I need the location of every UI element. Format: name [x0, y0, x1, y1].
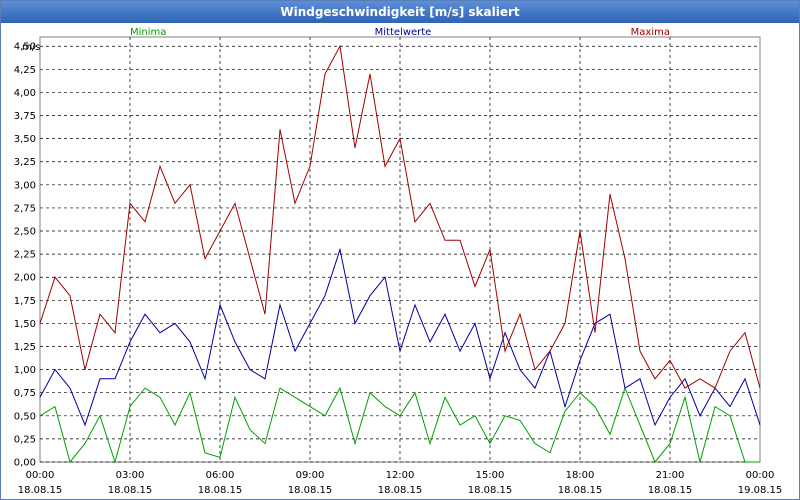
y-tick-label: 3,25	[14, 157, 36, 168]
y-tick-label: 2,25	[14, 250, 36, 261]
x-tick-date: 18.08.15	[18, 485, 63, 496]
y-tick-label: 0,50	[14, 411, 36, 422]
x-tick-time: 06:00	[206, 470, 235, 481]
x-tick-date: 18.08.15	[558, 485, 603, 496]
y-axis: 0,00 0,25 0,50 0,75 1,00 1,25 1,50 1,75 2,00 2,25…	[14, 42, 36, 469]
x-tick-date: 18.08.15	[468, 485, 513, 496]
legend-mittelwerte: Mittelwerte	[375, 27, 432, 38]
y-tick-label: 4,00	[14, 88, 36, 99]
y-tick-label: 2,50	[14, 227, 36, 238]
y-tick-label: 2,75	[14, 203, 36, 214]
x-tick-time: 12:00	[386, 470, 415, 481]
x-tick-time: 15:00	[476, 470, 505, 481]
y-tick-label: 3,50	[14, 134, 36, 145]
window-title: Windgeschwindigkeit [m/s] skaliert	[280, 5, 520, 19]
title-bar: Windgeschwindigkeit [m/s] skaliert	[1, 1, 799, 23]
x-tick-date: 18.08.15	[288, 485, 333, 496]
y-tick-label: 3,00	[14, 180, 36, 191]
y-tick-label: 0,25	[14, 434, 36, 445]
y-tick-label: 1,75	[14, 296, 36, 307]
y-tick-label: 0,75	[14, 388, 36, 399]
x-tick-time: 09:00	[296, 470, 325, 481]
y-tick-label: 4,50	[14, 42, 36, 53]
y-tick-label: 0,00	[14, 458, 36, 469]
legend-maxima: Maxima	[631, 27, 670, 38]
x-tick-time: 18:00	[566, 470, 595, 481]
x-tick-date: 18.08.15	[108, 485, 153, 496]
y-tick-label: 2,00	[14, 273, 36, 284]
x-tick-date: 18.08.15	[648, 485, 693, 496]
y-tick-label: 1,25	[14, 342, 36, 353]
x-tick-date: 18.08.15	[198, 485, 243, 496]
x-axis: 00:00 18.08.15 03:00 18.08.15 06:00 18.08.15 0…	[18, 470, 783, 496]
x-tick-time: 00:00	[26, 470, 55, 481]
y-tick-label: 4,25	[14, 65, 36, 76]
y-tick-label: 3,75	[14, 111, 36, 122]
x-tick-time: 21:00	[656, 470, 685, 481]
legend-minima: Minima	[130, 27, 166, 38]
grid-lines	[40, 37, 760, 463]
y-tick-label: 1,00	[14, 365, 36, 376]
x-tick-time: 00:00	[746, 470, 775, 481]
y-tick-label: 1,50	[14, 319, 36, 330]
series-line-maxima	[39, 44, 761, 389]
series-line-mittelwerte	[39, 247, 761, 427]
x-tick-date: 18.08.15	[378, 485, 423, 496]
series-line-minima	[39, 386, 760, 464]
x-tick-time: 03:00	[116, 470, 145, 481]
x-tick-date: 19.08.15	[738, 485, 783, 496]
series-lines	[39, 44, 761, 464]
y-axis-unit: m/s	[22, 42, 40, 53]
